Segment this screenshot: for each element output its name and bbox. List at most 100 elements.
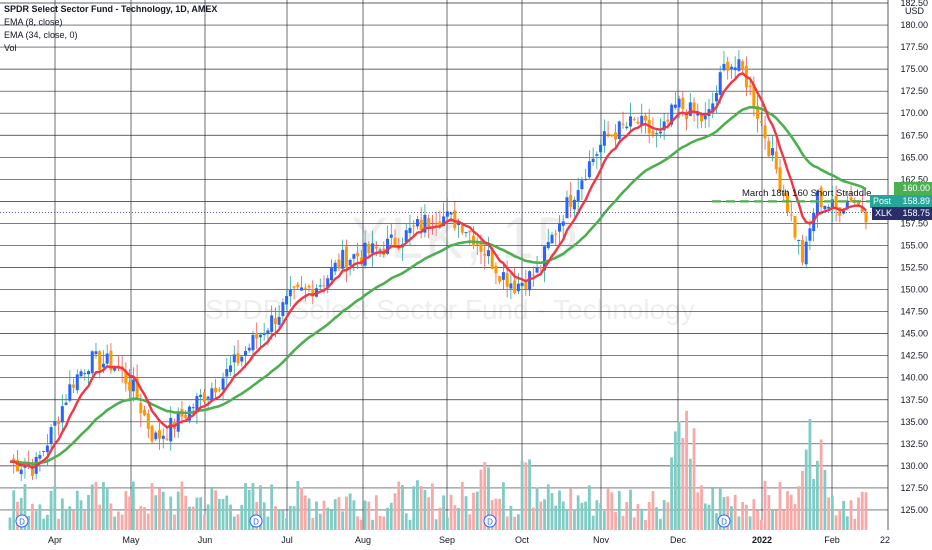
x-tick-label: Nov: [593, 535, 610, 545]
candle-body: [505, 273, 509, 287]
volume-bar: [210, 486, 214, 530]
volume-bar: [460, 482, 464, 530]
candle-body: [113, 366, 117, 371]
legend-title[interactable]: SPDR Select Sector Fund - Technology, 1D…: [4, 4, 218, 14]
volume-bar: [569, 488, 573, 530]
candle-body: [460, 225, 464, 233]
volume-bar: [632, 517, 636, 530]
volume-bar: [49, 490, 53, 530]
volume-bar: [483, 462, 487, 530]
volume-bar: [94, 482, 98, 530]
volume-bar: [647, 501, 651, 530]
chart-legend: SPDR Select Sector Fund - Technology, 1D…: [4, 3, 217, 55]
volume-bar: [838, 509, 842, 530]
candle-body: [614, 132, 618, 140]
candle-body: [90, 351, 94, 374]
candle-body: [83, 373, 87, 375]
candle-body: [270, 315, 274, 332]
x-tick-label: Sep: [439, 535, 455, 545]
candle-body: [520, 282, 524, 287]
volume-bar: [341, 511, 345, 530]
candle-body: [449, 212, 453, 215]
candle-body: [602, 131, 606, 146]
volume-bar: [195, 497, 199, 530]
volume-bar: [427, 497, 431, 530]
volume-bar: [139, 505, 143, 530]
volume-bar: [307, 498, 311, 530]
candle-body: [12, 458, 16, 462]
legend-ema-slow[interactable]: EMA (34, close, 0): [4, 30, 78, 40]
legend-ema-fast[interactable]: EMA (8, close): [4, 17, 63, 27]
volume-bar: [199, 497, 203, 530]
legend-volume[interactable]: Vol: [4, 43, 17, 53]
x-tick-label: 2022: [752, 535, 772, 545]
volume-bar: [191, 506, 195, 530]
volume-bar: [352, 500, 356, 530]
volume-bar: [311, 517, 315, 530]
volume-bar: [273, 506, 277, 530]
volume-bar: [401, 485, 404, 530]
volume-bar: [359, 519, 363, 530]
y-tick-label: 147.50: [900, 307, 928, 317]
volume-bar: [644, 519, 647, 530]
candle-body: [427, 218, 431, 227]
candle-body: [146, 413, 150, 429]
candle-body: [128, 381, 132, 391]
volume-bar: [251, 483, 255, 530]
volume-bar: [849, 500, 853, 530]
volume-bar: [120, 514, 124, 530]
volume-bar: [860, 491, 864, 530]
candle-body: [255, 333, 259, 339]
candle-body: [726, 61, 730, 71]
candle-body: [348, 259, 352, 266]
volume-bar: [830, 495, 834, 530]
volume-bar: [741, 502, 745, 530]
volume-bar: [285, 517, 289, 530]
y-tick-label: 130.00: [900, 461, 928, 471]
candle-body: [229, 365, 233, 372]
candle-body: [535, 267, 539, 273]
x-tick-label: May: [122, 535, 140, 545]
volume-bar: [853, 518, 857, 530]
candle-body: [60, 406, 64, 423]
volume-bar: [744, 504, 748, 530]
candle-body: [621, 123, 625, 125]
x-tick-label: Apr: [48, 535, 62, 545]
candle-body: [352, 254, 356, 259]
volume-bar: [449, 494, 453, 530]
volume-bar: [823, 469, 827, 530]
volume-bar: [733, 494, 737, 530]
candle-body: [483, 253, 487, 256]
volume-bar: [857, 497, 860, 530]
volume-bar: [513, 516, 517, 530]
volume-bar: [169, 496, 173, 530]
volume-bar: [229, 504, 232, 530]
ema-slow-line: [9, 105, 867, 466]
candle-body: [72, 384, 76, 388]
dividend-marker: [249, 514, 263, 528]
volume-bar: [516, 514, 520, 530]
candle-body: [591, 158, 595, 163]
candle-body: [494, 265, 498, 274]
volume-bar: [150, 483, 154, 530]
y-tick-label: 162.50: [900, 174, 928, 184]
volume-bar: [23, 483, 27, 530]
candle-body: [445, 211, 449, 217]
volume-bar: [386, 507, 389, 530]
volume-bar: [389, 502, 393, 530]
y-tick-label: 132.50: [900, 439, 928, 449]
candle-body: [610, 134, 614, 136]
candle-body: [539, 267, 543, 269]
volume-bar: [240, 504, 244, 530]
annotation-text[interactable]: March 18th 160 Short Straddle: [742, 188, 872, 199]
volume-bar: [53, 485, 57, 530]
volume-bar: [587, 485, 591, 530]
candle-body: [830, 199, 834, 209]
volume-bar: [606, 488, 610, 530]
candle-body: [266, 330, 270, 334]
candle-body: [479, 241, 483, 253]
volume-bar: [662, 500, 666, 530]
volume-bar: [599, 503, 603, 530]
